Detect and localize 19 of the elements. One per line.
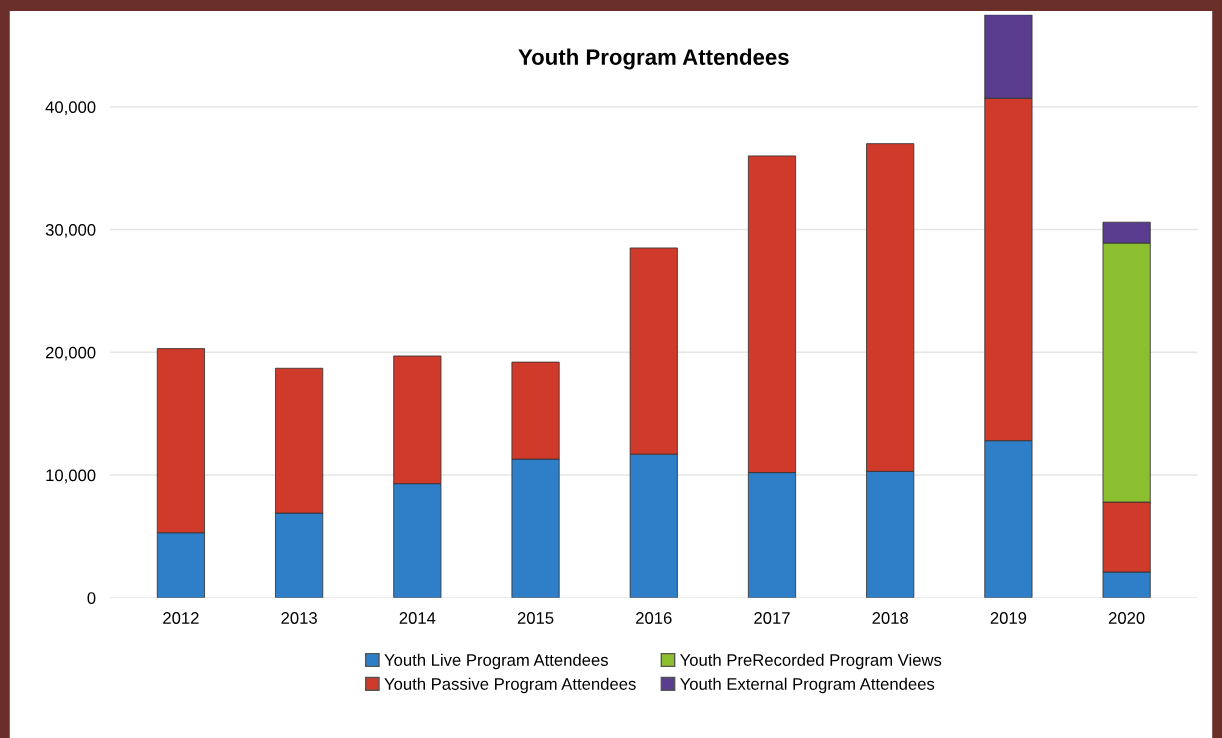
- legend-label: Youth Live Program Attendees: [384, 653, 608, 670]
- legend-label: Youth External Program Attendees: [680, 677, 935, 694]
- y-tick-label: 0: [87, 592, 96, 604]
- y-tick-label: 30,000: [45, 223, 96, 238]
- x-tick-label: 2015: [517, 612, 554, 624]
- y-tick-label: 40,000: [45, 101, 96, 115]
- x-tick-label: 2017: [754, 612, 790, 624]
- y-tick-label: 20,000: [45, 346, 96, 361]
- x-tick-label: 2019: [990, 612, 1027, 624]
- x-tick-label: 2012: [163, 612, 199, 624]
- y-tick-label: 10,000: [46, 469, 96, 484]
- x-tick-label: 2020: [1108, 612, 1145, 624]
- x-tick-label: 2014: [399, 612, 436, 624]
- text: Youth Program Attendees: [518, 48, 789, 70]
- legend-label: Youth PreRecorded Program Views: [680, 653, 942, 670]
- x-tick-label: 2013: [281, 612, 317, 624]
- legend-label: Youth Passive Program Attendees: [384, 677, 636, 694]
- x-tick-label: 2016: [636, 612, 672, 624]
- x-tick-label: 2018: [872, 612, 909, 624]
